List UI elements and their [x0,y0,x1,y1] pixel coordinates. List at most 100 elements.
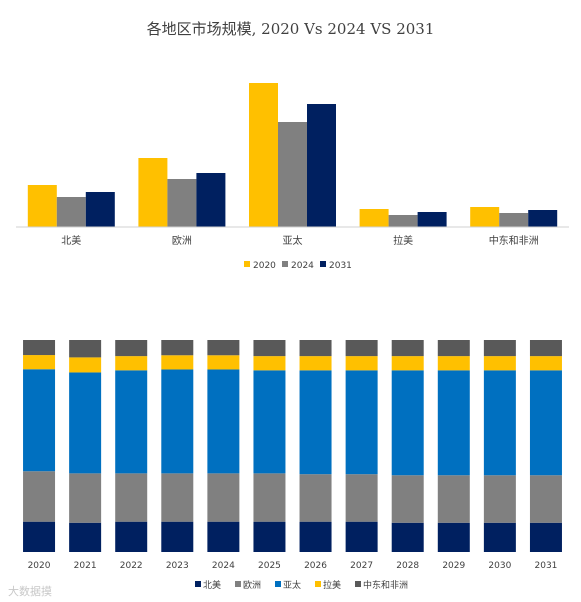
bar-2020-欧洲 [138,158,168,227]
legend-swatch-2024 [282,261,288,267]
segment-拉美-2027 [345,356,378,371]
segment-欧洲-2030 [483,475,516,523]
segment-欧洲-2028 [391,475,424,523]
legend-label: 欧洲 [243,579,261,591]
bar-2024-亚太 [278,122,307,227]
segment-北美-2025 [253,521,286,552]
x-tick-label: 2022 [120,561,143,571]
legend-label: 拉美 [323,579,341,591]
segment-欧洲-2025 [253,473,286,522]
bar-2031-北美 [85,192,115,227]
segment-拉美-2026 [299,356,332,371]
segment-中东和非洲-2024 [207,340,240,356]
segment-亚太-2028 [391,370,424,476]
bar-2020-拉美 [359,209,389,227]
segment-中东和非洲-2022 [115,340,148,357]
segment-亚太-2030 [483,370,516,476]
x-tick-label: 亚太 [283,234,303,247]
x-tick-label: 2020 [28,561,51,571]
segment-亚太-2023 [161,369,194,474]
bar-2020-亚太 [249,83,278,227]
segment-亚太-2027 [345,370,378,475]
bar-2020-北美 [27,185,57,227]
x-tick-label: 2030 [488,561,511,571]
segment-欧洲-2027 [345,474,378,522]
segment-北美-2024 [207,521,240,552]
segment-北美-2021 [69,522,102,552]
segment-中东和非洲-2029 [437,340,470,357]
segment-北美-2020 [23,521,56,552]
segment-拉美-2020 [23,355,56,370]
segment-亚太-2022 [115,370,148,474]
x-tick-label: 2028 [396,561,419,571]
stacked-percent-bar-chart: 2020 2021 2022 2023 2024 2025 2026 2027 2028 2029… [23,340,562,591]
segment-亚太-2020 [23,369,56,472]
segment-拉美-2029 [437,356,470,371]
bar-2020-中东和非洲 [470,207,500,227]
segment-中东和非洲-2031 [529,340,562,357]
segment-欧洲-2023 [161,473,194,522]
segment-中东和非洲-2023 [161,340,194,356]
bar-2024-中东和非洲 [499,213,529,227]
x-tick-label: 2029 [442,561,465,571]
x-tick-label: 北美 [61,234,81,247]
x-tick-label: 中东和非洲 [489,234,539,247]
segment-中东和非洲-2030 [483,340,516,357]
segment-北美-2023 [161,521,194,552]
segment-北美-2026 [299,521,332,552]
watermark: 大数据摸 [8,585,52,598]
segment-拉美-2021 [69,357,102,373]
segment-中东和非洲-2020 [23,340,56,356]
x-tick-label: 2031 [535,561,558,571]
legend: 2020 2024 2031 [244,261,352,271]
segment-亚太-2021 [69,372,102,474]
bar-2031-亚太 [307,104,336,227]
segment-欧洲-2020 [23,471,56,522]
legend-swatch-北美 [195,581,201,587]
segment-拉美-2031 [529,356,562,371]
legend-swatch-欧洲 [235,581,241,587]
bar-2031-欧洲 [196,173,226,227]
segment-北美-2029 [437,522,470,552]
segment-拉美-2030 [483,356,516,371]
x-tick-label: 2023 [166,561,189,571]
segment-中东和非洲-2027 [345,340,378,357]
segment-亚太-2029 [437,370,470,476]
segment-欧洲-2021 [69,473,102,523]
x-tick-label: 欧洲 [172,235,192,247]
x-tick-label: 拉美 [393,234,413,247]
legend: 北美 欧洲 亚太 拉美 中东和非洲 [195,579,408,591]
segment-中东和非洲-2026 [299,340,332,357]
segment-北美-2027 [345,521,378,552]
legend-swatch-亚太 [275,581,281,587]
x-tick-label: 2027 [350,561,373,571]
segment-中东和非洲-2025 [253,340,286,357]
segment-欧洲-2022 [115,473,148,522]
legend-swatch-2031 [320,261,326,267]
segment-亚太-2025 [253,370,286,474]
x-tick-label: 2024 [212,561,235,571]
grouped-bar-chart: 北美 欧洲 亚太 拉美 中东和非洲 2020 2024 2031 [16,83,569,271]
segment-亚太-2031 [529,370,562,476]
segment-中东和非洲-2021 [69,340,102,358]
segment-拉美-2025 [253,356,286,371]
legend-label: 2020 [253,261,276,271]
segment-欧洲-2031 [529,475,562,523]
segment-北美-2031 [529,522,562,552]
segment-北美-2022 [115,521,148,552]
segment-拉美-2024 [207,355,240,370]
bar-2031-中东和非洲 [528,210,558,227]
bar-2031-拉美 [417,212,447,227]
segment-拉美-2023 [161,355,194,370]
segment-拉美-2028 [391,356,424,371]
segment-欧洲-2024 [207,473,240,522]
segment-北美-2030 [483,522,516,552]
segment-亚太-2026 [299,370,332,475]
segment-北美-2028 [391,522,424,552]
legend-label: 中东和非洲 [363,579,408,591]
legend-label: 2024 [291,261,314,271]
segment-拉美-2022 [115,356,148,371]
segment-亚太-2024 [207,369,240,474]
segment-中东和非洲-2028 [391,340,424,357]
